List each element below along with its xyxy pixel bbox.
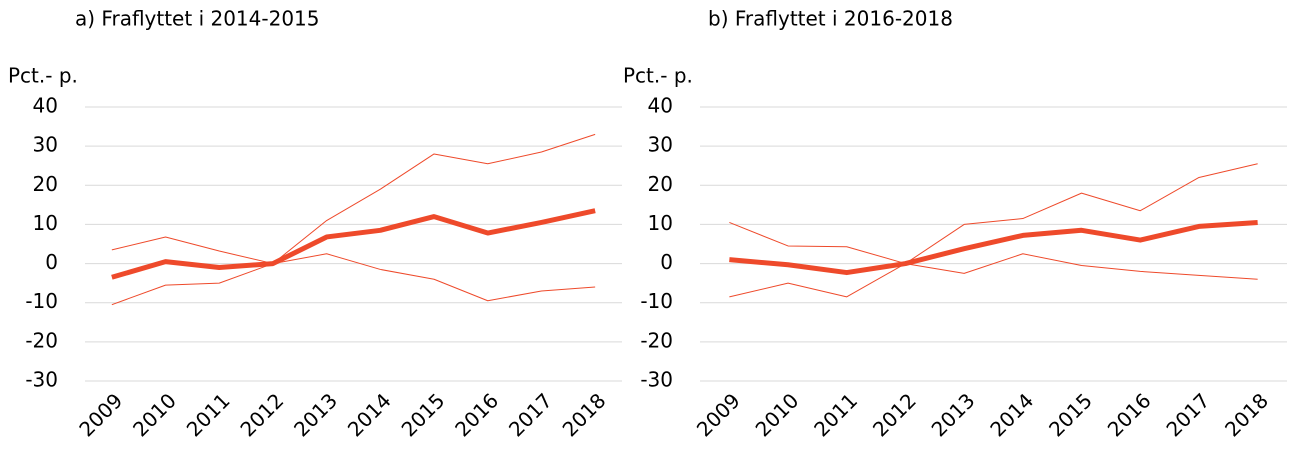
series-line	[111, 253, 596, 306]
series-line	[111, 208, 596, 280]
x-tick-label: 2015	[397, 388, 450, 441]
x-tick-label: 2014	[985, 388, 1038, 441]
y-tick-label: 20	[33, 172, 58, 196]
y-tick-label: 10	[648, 211, 673, 235]
x-tick-label: 2015	[1044, 388, 1097, 441]
x-tick-label: 2014	[343, 388, 396, 441]
series-line	[111, 133, 596, 265]
x-tick-label: 2012	[235, 388, 288, 441]
y-tick-label: 10	[33, 211, 58, 235]
y-tick-label: -10	[640, 289, 673, 313]
x-tick-label: 2018	[1220, 388, 1273, 441]
series-line	[729, 163, 1258, 265]
x-tick-label: 2016	[450, 388, 503, 441]
x-tick-label: 2009	[692, 388, 745, 441]
y-tick-label: 40	[648, 94, 673, 118]
y-tick-label: 30	[648, 133, 673, 157]
series-line	[729, 253, 1258, 298]
x-tick-label: 2018	[558, 388, 611, 441]
series-line	[729, 219, 1258, 276]
x-tick-label: 2010	[751, 388, 804, 441]
x-tick-label: 2017	[504, 388, 557, 441]
x-tick-label: 2011	[182, 388, 235, 441]
y-tick-label: 20	[648, 172, 673, 196]
subtitle: b) Fraflyttet i 2016-2018	[708, 7, 953, 31]
x-tick-label: 2012	[868, 388, 921, 441]
y-tick-label: 30	[33, 133, 58, 157]
x-tick-label: 2010	[128, 388, 181, 441]
y-tick-label: -30	[640, 368, 673, 392]
x-tick-label: 2017	[1161, 388, 1214, 441]
y-axis-label: Pct.- p.	[8, 64, 78, 88]
y-tick-label: 0	[660, 250, 673, 274]
x-tick-label: 2016	[1103, 388, 1156, 441]
x-tick-label: 2013	[289, 388, 342, 441]
subtitle: a) Fraflyttet i 2014-2015	[75, 7, 320, 31]
x-tick-label: 2011	[809, 388, 862, 441]
y-axis-label: Pct.- p.	[623, 64, 693, 88]
y-tick-label: 0	[45, 250, 58, 274]
x-tick-label: 2013	[927, 388, 980, 441]
y-tick-label: -20	[640, 328, 673, 352]
x-tick-label: 2009	[74, 388, 127, 441]
y-tick-label: -10	[25, 289, 58, 313]
y-tick-label: -30	[25, 368, 58, 392]
y-tick-label: -20	[25, 328, 58, 352]
y-tick-label: 40	[33, 94, 58, 118]
